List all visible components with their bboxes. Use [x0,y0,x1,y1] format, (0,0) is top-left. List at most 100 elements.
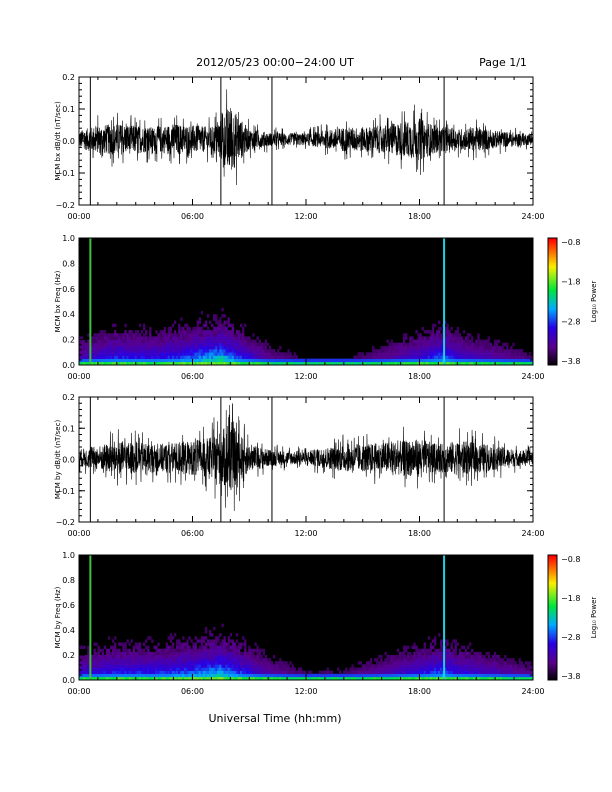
spectrogram-cell [394,667,398,671]
spectrogram-cell [419,667,422,671]
spectrogram-cell [239,655,243,659]
spectrogram-cell [322,670,325,675]
spectrogram-cell [504,358,507,363]
spectrogram-cell [433,352,437,356]
spectrogram-cell [497,345,501,350]
spectrogram-cell [196,326,199,331]
spectrogram-cell [491,352,495,356]
spectrogram-cell [99,330,102,334]
spectrogram-cell [293,676,296,681]
spectrogram-cell [194,339,197,344]
spectrogram-cell [514,667,517,671]
spectrogram-cell [520,361,523,366]
spectrogram-cell [431,673,435,678]
spectrogram-cell [118,673,121,678]
spectrogram-cell [485,667,488,671]
spectrogram-cell [204,645,208,650]
spectrogram-cell [132,661,136,665]
spectrogram-cell [194,655,197,659]
spectrogram-cell [184,658,187,662]
spectrogram-cell [380,667,383,671]
spectrogram-cell [178,655,181,659]
spectrogram-cell [180,676,183,681]
spectrogram-cell [112,333,115,337]
spectrogram-cell [213,664,216,668]
spectrogram-cell [126,352,129,356]
spectrogram-cell [456,336,460,340]
spectrogram-cell [394,676,398,681]
spectrogram-cell [229,655,233,659]
spectrogram-cell [516,670,519,675]
spectrogram-cell [209,361,212,366]
spectrogram-cell [221,639,224,643]
spectrogram-cell [466,349,470,353]
spectrogram-cell [504,676,507,681]
spectrogram-cell [118,651,121,656]
spectrogram-cell [209,352,212,356]
spectrogram-cell [116,336,119,340]
spectrogram-cell [91,352,94,356]
y-axis-label: MCM bx Freq (Hz) [54,270,62,332]
spectrogram-cell [270,661,274,665]
spectrogram-cell [489,352,493,356]
spectrogram-cell [145,342,148,347]
spectrogram-cell [483,667,486,671]
spectrogram-cell [446,355,449,359]
spectrogram-cell [452,676,455,681]
spectrogram-cell [188,658,191,662]
spectrogram-cell [194,673,197,678]
spectrogram-cell [454,361,457,366]
spectrogram-cell [495,345,499,350]
spectrogram-cell [462,667,466,671]
spectrogram-cell [289,352,292,356]
spectrogram-cell [409,342,412,347]
spectrogram-cell [116,648,119,653]
spectrogram-cell [477,352,480,356]
spectrogram-cell [200,361,204,366]
spectrogram-cell [254,361,257,366]
spectrogram-cell [469,355,472,359]
y-tick-label: 0.1 [62,105,75,114]
spectrogram-cell [438,358,441,363]
spectrogram-cell [122,648,125,653]
spectrogram-cell [440,642,443,646]
spectrogram-cell [308,670,311,675]
spectrogram-cell [211,339,214,344]
spectrogram-cell [365,358,369,363]
spectrogram-cell [124,658,127,662]
spectrogram-cell [415,670,418,675]
spectrogram-cell [167,361,171,366]
spectrogram-cell [493,661,497,665]
spectrogram-cell [105,658,109,662]
spectrogram-cell [124,655,127,659]
spectrogram-cell [211,361,214,366]
spectrogram-cell [219,667,222,671]
spectrogram-cell [159,361,162,366]
spectrogram-cell [516,352,519,356]
spectrogram-cell [235,661,239,665]
spectrogram-cell [209,633,212,637]
spectrogram-cell [270,352,274,356]
colorbar-step [548,613,557,616]
spectrogram-cell [118,670,121,675]
spectrogram-cell [378,349,381,353]
spectrogram-cell [182,358,185,363]
spectrogram-cell [436,349,439,353]
spectrogram-cell [419,355,422,359]
spectrogram-cell [308,361,311,366]
spectrogram-cell [384,676,387,681]
spectrogram-cell [415,358,418,363]
spectrogram-cell [248,339,251,344]
spectrogram-cell [182,648,185,653]
spectrogram-cell [147,352,150,356]
spectrogram-cell [116,349,119,353]
colorbar-step [548,335,557,338]
spectrogram-cell [464,336,468,340]
spectrogram-cell [504,352,507,356]
spectrogram-cell [388,664,391,668]
spectrogram-cell [508,361,511,366]
spectrogram-cell [250,345,253,350]
spectrogram-cell [244,358,247,363]
spectrogram-cell [147,651,150,656]
spectrogram-cell [213,642,216,646]
